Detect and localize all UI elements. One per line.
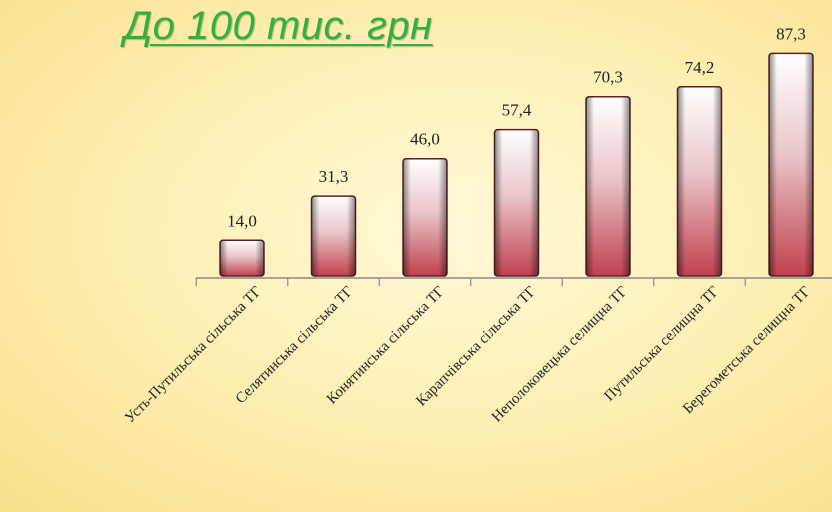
data-label: 31,3: [319, 167, 349, 186]
bar-shading: [403, 158, 447, 276]
data-label: 46,0: [410, 130, 440, 149]
bar-shading: [311, 196, 356, 276]
data-label: 14,0: [227, 211, 257, 230]
data-label: 57,4: [502, 101, 532, 120]
bar-shading: [677, 86, 722, 276]
data-label: 74,2: [685, 58, 715, 77]
bar-shading: [769, 53, 813, 277]
bar-shading: [494, 129, 539, 276]
data-label: 87,3: [776, 24, 806, 43]
chart-title: До 100 тис. грн: [124, 4, 433, 48]
bar-shading: [220, 240, 264, 276]
data-label: 70,3: [593, 68, 623, 87]
bar-shading: [586, 96, 630, 276]
